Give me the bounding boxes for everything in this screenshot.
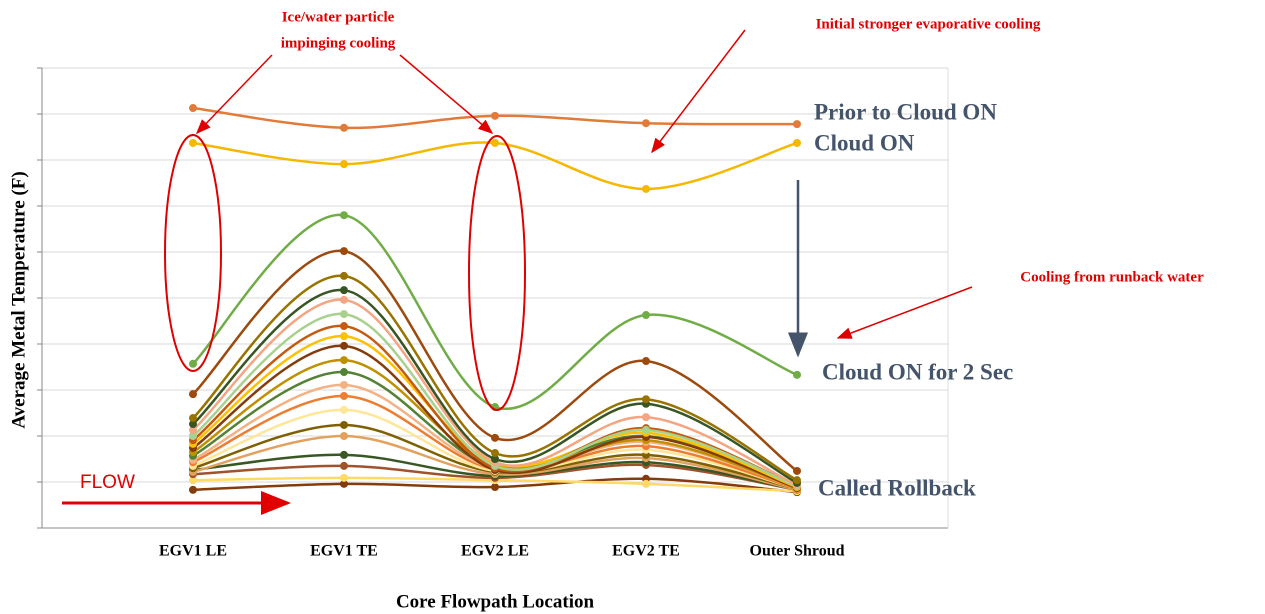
x-tick-label: EGV1 TE xyxy=(310,543,378,560)
data-point xyxy=(340,271,348,280)
data-point xyxy=(189,390,197,399)
data-point xyxy=(340,473,348,482)
flow-label: FLOW xyxy=(80,472,135,493)
x-tick-label: EGV2 TE xyxy=(612,543,680,560)
data-point xyxy=(340,295,348,304)
data-point xyxy=(642,479,650,488)
data-point xyxy=(340,310,348,319)
annotation: impinging cooling xyxy=(281,35,396,51)
data-point xyxy=(491,483,499,492)
data-point xyxy=(340,405,348,414)
data-point xyxy=(793,138,801,147)
annotation: Cooling from runback water xyxy=(1020,269,1204,285)
data-point xyxy=(340,479,348,488)
data-point xyxy=(340,450,348,459)
data-point xyxy=(189,138,197,147)
data-point xyxy=(340,391,348,400)
arrow xyxy=(195,54,273,135)
data-point xyxy=(340,432,348,440)
data-point xyxy=(189,476,197,485)
data-point xyxy=(491,455,499,463)
data-point xyxy=(642,184,650,193)
series-line xyxy=(192,141,798,191)
x-tick-label: EGV2 LE xyxy=(461,543,529,560)
series-line xyxy=(192,298,798,487)
data-point xyxy=(340,123,348,132)
data-point xyxy=(340,322,348,331)
data-point xyxy=(189,104,197,113)
data-point xyxy=(340,211,348,220)
arrow xyxy=(399,54,494,134)
data-point xyxy=(793,120,801,129)
data-point xyxy=(491,138,499,147)
data-point xyxy=(642,311,650,320)
data-point xyxy=(340,247,348,256)
data-point xyxy=(340,356,348,365)
x-tick-label: EGV1 LE xyxy=(159,543,227,560)
data-point xyxy=(793,370,801,379)
data-point xyxy=(642,413,650,422)
data-point xyxy=(642,119,650,128)
data-point xyxy=(340,368,348,377)
annotation: Initial stronger evaporative cooling xyxy=(816,16,1041,32)
x-tick-label: Outer Shroud xyxy=(750,543,845,560)
series-line xyxy=(192,312,798,488)
highlight-ellipse xyxy=(164,134,222,372)
series-line xyxy=(192,274,798,482)
series-line xyxy=(192,213,798,411)
series-line xyxy=(192,249,798,472)
data-point xyxy=(491,433,499,442)
x-axis-title: Core Flowpath Location xyxy=(396,591,595,612)
y-axis-title: Average Metal Temperature (F) xyxy=(8,171,29,428)
data-point xyxy=(340,380,348,389)
arrow xyxy=(651,29,746,154)
data-point xyxy=(189,420,197,429)
annotation: Cloud ON xyxy=(814,130,915,155)
series-line xyxy=(192,324,798,488)
data-point xyxy=(189,414,197,423)
series-line xyxy=(192,344,798,490)
data-point xyxy=(189,359,197,368)
data-point xyxy=(189,485,197,494)
data-point xyxy=(189,432,197,440)
series-line xyxy=(192,288,798,485)
highlight-ellipse xyxy=(468,135,526,411)
annotation: Called Rollback xyxy=(818,475,976,500)
data-point xyxy=(491,449,499,458)
data-point xyxy=(340,286,348,295)
data-point xyxy=(642,357,650,366)
arrow xyxy=(836,286,973,339)
annotation: Prior to Cloud ON xyxy=(814,99,997,124)
data-point xyxy=(340,160,348,169)
data-point xyxy=(642,395,650,404)
data-point xyxy=(340,332,348,341)
data-point xyxy=(340,341,348,350)
annotation: Ice/water particle xyxy=(282,9,395,25)
annotation: Cloud ON for 2 Sec xyxy=(822,359,1013,384)
data-point xyxy=(340,461,348,470)
data-point xyxy=(793,476,801,485)
data-point xyxy=(793,466,801,475)
data-point xyxy=(340,420,348,429)
data-point xyxy=(491,111,499,120)
data-point xyxy=(189,426,197,435)
data-point xyxy=(642,426,650,435)
